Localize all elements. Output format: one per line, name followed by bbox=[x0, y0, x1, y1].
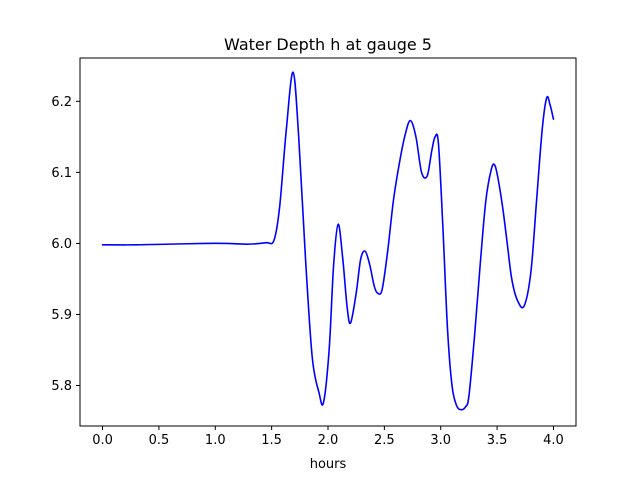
y-tick-label: 6.0 bbox=[51, 237, 72, 252]
x-tick-label: 2.0 bbox=[318, 433, 339, 448]
x-tick-label: 0.0 bbox=[92, 433, 113, 448]
series-line-1 bbox=[101, 71, 555, 411]
y-tick-label: 5.8 bbox=[51, 379, 72, 394]
plot-area bbox=[101, 71, 555, 411]
x-tick-label: 1.5 bbox=[261, 433, 282, 448]
x-tick-label: 1.0 bbox=[205, 433, 226, 448]
y-tick-label: 5.9 bbox=[51, 308, 72, 323]
y-axis: 5.8 5.9 6.0 6.1 6.2 bbox=[51, 95, 80, 394]
x-tick-label: 2.5 bbox=[374, 433, 395, 448]
x-tick-label: 3.5 bbox=[487, 433, 508, 448]
x-tick-label: 4.0 bbox=[543, 433, 564, 448]
chart-title: Water Depth h at gauge 5 bbox=[224, 35, 432, 54]
y-tick-label: 6.1 bbox=[51, 166, 72, 181]
x-axis-label: hours bbox=[310, 457, 347, 472]
x-tick-label: 3.0 bbox=[430, 433, 451, 448]
x-tick-label: 0.5 bbox=[149, 433, 170, 448]
y-tick-label: 6.2 bbox=[51, 95, 72, 110]
x-axis: 0.0 0.5 1.0 1.5 2.0 2.5 3.0 3.5 4.0 bbox=[92, 426, 564, 448]
